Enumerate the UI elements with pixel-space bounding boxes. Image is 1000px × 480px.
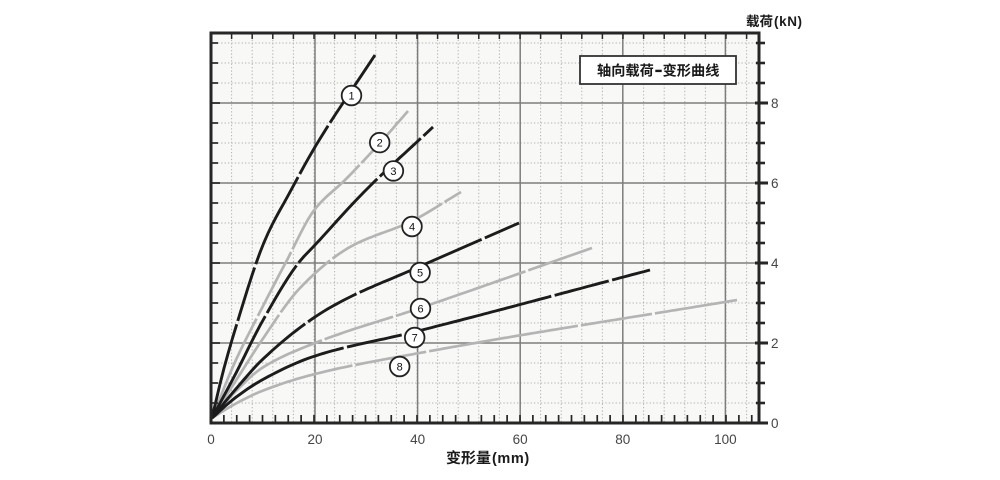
svg-text:80: 80 bbox=[615, 432, 630, 447]
svg-text:6: 6 bbox=[417, 304, 423, 316]
svg-text:4: 4 bbox=[409, 222, 415, 234]
svg-text:2: 2 bbox=[377, 138, 383, 150]
svg-text:100: 100 bbox=[714, 432, 737, 447]
svg-text:1: 1 bbox=[348, 91, 354, 103]
svg-text:5: 5 bbox=[417, 268, 423, 280]
svg-text:0: 0 bbox=[207, 432, 215, 447]
svg-text:4: 4 bbox=[771, 256, 779, 271]
svg-text:0: 0 bbox=[771, 416, 779, 431]
svg-text:3: 3 bbox=[390, 166, 396, 178]
svg-text:2: 2 bbox=[771, 336, 779, 351]
svg-text:(mm): (mm) bbox=[492, 451, 530, 467]
svg-text:8: 8 bbox=[397, 362, 403, 374]
svg-text:60: 60 bbox=[513, 432, 528, 447]
svg-text:(kN): (kN) bbox=[774, 14, 803, 29]
svg-text:20: 20 bbox=[307, 432, 322, 447]
svg-text:8: 8 bbox=[771, 96, 779, 111]
svg-text:7: 7 bbox=[412, 333, 418, 345]
svg-text:6: 6 bbox=[771, 176, 779, 191]
svg-text:40: 40 bbox=[410, 432, 425, 447]
